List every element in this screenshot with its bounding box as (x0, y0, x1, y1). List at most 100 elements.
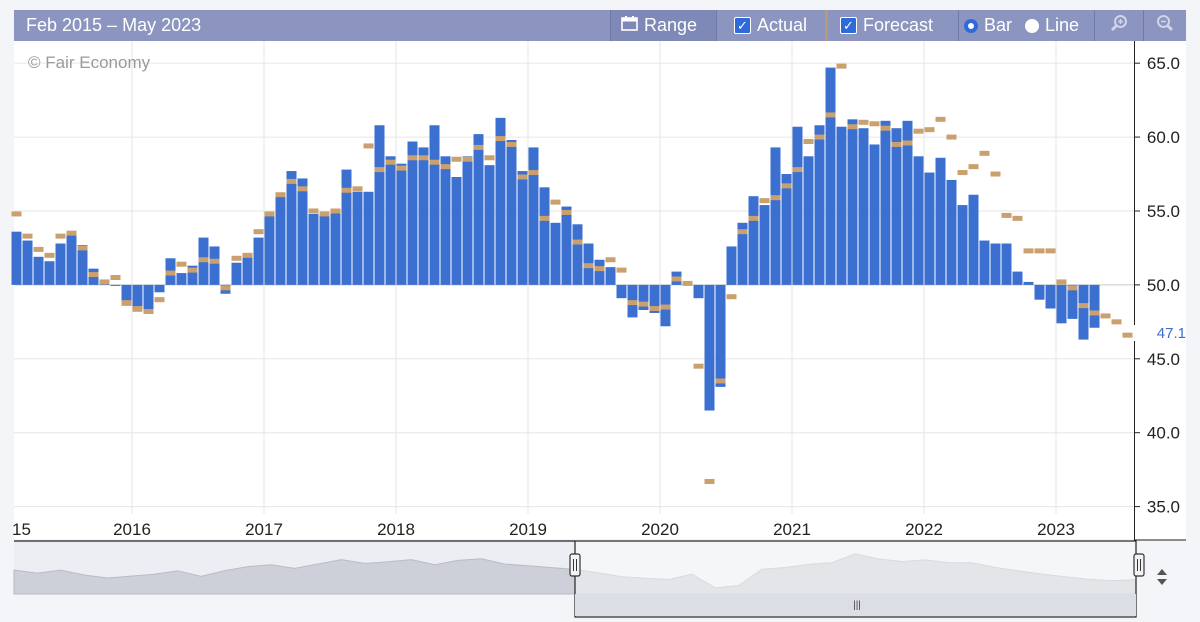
actual-bar[interactable] (176, 273, 187, 285)
navigator-scrollbar[interactable] (575, 594, 1136, 616)
forecast-marker[interactable] (484, 155, 495, 161)
forecast-marker[interactable] (99, 279, 110, 285)
forecast-marker[interactable] (693, 363, 704, 369)
line-option[interactable]: Line (1015, 10, 1095, 41)
actual-bar[interactable] (979, 240, 990, 285)
forecast-marker[interactable] (209, 258, 220, 264)
forecast-toggle[interactable]: ✓ Forecast (830, 10, 958, 41)
actual-bar[interactable] (715, 284, 726, 387)
actual-bar[interactable] (352, 191, 363, 285)
actual-bar[interactable] (803, 156, 814, 285)
forecast-marker[interactable] (176, 261, 187, 267)
actual-bar[interactable] (781, 174, 792, 285)
actual-bar[interactable] (594, 259, 605, 285)
actual-bar[interactable] (935, 157, 946, 285)
forecast-marker[interactable] (902, 140, 913, 146)
range-button[interactable]: Range (611, 10, 716, 41)
actual-bar[interactable] (1045, 284, 1056, 309)
actual-bar[interactable] (44, 261, 55, 285)
forecast-marker[interactable] (286, 178, 297, 184)
actual-bar[interactable] (1078, 284, 1089, 340)
actual-bar[interactable] (506, 140, 517, 285)
forecast-marker[interactable] (924, 127, 935, 133)
forecast-marker[interactable] (220, 285, 231, 291)
actual-bar[interactable] (462, 156, 473, 285)
actual-bar[interactable] (264, 215, 275, 285)
actual-bar[interactable] (110, 284, 121, 286)
forecast-marker[interactable] (352, 186, 363, 192)
actual-bar[interactable] (737, 222, 748, 285)
actual-bar[interactable] (374, 125, 385, 285)
actual-bar[interactable] (11, 231, 22, 285)
scroll-up-icon[interactable] (1157, 569, 1167, 575)
forecast-marker[interactable] (198, 257, 209, 263)
forecast-marker[interactable] (539, 215, 550, 221)
forecast-marker[interactable] (440, 164, 451, 170)
forecast-marker[interactable] (33, 246, 44, 252)
forecast-marker[interactable] (341, 187, 352, 193)
forecast-marker[interactable] (957, 170, 968, 176)
actual-bar[interactable] (946, 179, 957, 285)
line-radio-icon[interactable] (1025, 18, 1039, 33)
forecast-marker[interactable] (781, 183, 792, 189)
actual-bar[interactable] (561, 206, 572, 285)
forecast-marker[interactable] (110, 275, 121, 280)
forecast-marker[interactable] (913, 128, 924, 134)
actual-bar[interactable] (726, 246, 737, 285)
actual-bar[interactable] (759, 205, 770, 285)
forecast-marker[interactable] (1067, 285, 1078, 291)
forecast-marker[interactable] (275, 192, 286, 198)
forecast-marker[interactable] (407, 155, 418, 161)
scrollbar-grip-icon[interactable]: ||| (853, 600, 861, 611)
forecast-marker[interactable] (583, 263, 594, 269)
actual-bar[interactable] (66, 231, 77, 285)
forecast-marker[interactable] (55, 233, 66, 239)
forecast-marker[interactable] (363, 143, 374, 149)
actual-bar[interactable] (990, 243, 1001, 285)
forecast-marker[interactable] (528, 170, 539, 176)
actual-bar[interactable] (748, 196, 759, 285)
actual-bar[interactable] (363, 191, 374, 285)
forecast-marker[interactable] (638, 301, 649, 307)
actual-bar[interactable] (242, 256, 253, 285)
forecast-marker[interactable] (649, 306, 660, 312)
forecast-marker[interactable] (429, 159, 440, 165)
forecast-marker[interactable] (22, 233, 33, 239)
actual-bar[interactable] (649, 284, 660, 313)
forecast-marker[interactable] (1012, 215, 1023, 221)
forecast-marker[interactable] (154, 297, 165, 303)
forecast-marker[interactable] (44, 252, 55, 258)
forecast-marker[interactable] (462, 156, 473, 162)
actual-bar[interactable] (616, 284, 627, 299)
forecast-marker[interactable] (88, 272, 99, 278)
forecast-marker[interactable] (297, 186, 308, 192)
bar-radio-icon[interactable] (964, 18, 978, 33)
actual-bar[interactable] (297, 178, 308, 285)
actual-bar[interactable] (891, 128, 902, 285)
actual-bar[interactable] (440, 156, 451, 285)
actual-bar[interactable] (154, 284, 165, 293)
actual-bar[interactable] (473, 134, 484, 285)
actual-bar[interactable] (1056, 284, 1067, 324)
actual-bar[interactable] (572, 224, 583, 285)
forecast-marker[interactable] (495, 136, 506, 142)
forecast-marker[interactable] (308, 208, 319, 214)
forecast-marker[interactable] (451, 156, 462, 162)
actual-bar[interactable] (924, 172, 935, 285)
forecast-marker[interactable] (187, 267, 198, 273)
forecast-marker[interactable] (1045, 248, 1056, 254)
forecast-marker[interactable] (1111, 319, 1122, 325)
forecast-marker[interactable] (253, 229, 264, 235)
forecast-marker[interactable] (605, 257, 616, 263)
actual-bar[interactable] (495, 117, 506, 285)
navigator-handle[interactable] (569, 553, 581, 577)
actual-bar[interactable] (1023, 281, 1034, 285)
actual-bar[interactable] (770, 147, 781, 285)
actual-bar[interactable] (1034, 284, 1045, 300)
forecast-marker[interactable] (11, 211, 22, 217)
forecast-marker[interactable] (1023, 248, 1034, 254)
forecast-marker[interactable] (143, 308, 154, 314)
actual-bar[interactable] (143, 284, 154, 311)
forecast-marker[interactable] (935, 116, 946, 122)
actual-bar[interactable] (847, 119, 858, 285)
